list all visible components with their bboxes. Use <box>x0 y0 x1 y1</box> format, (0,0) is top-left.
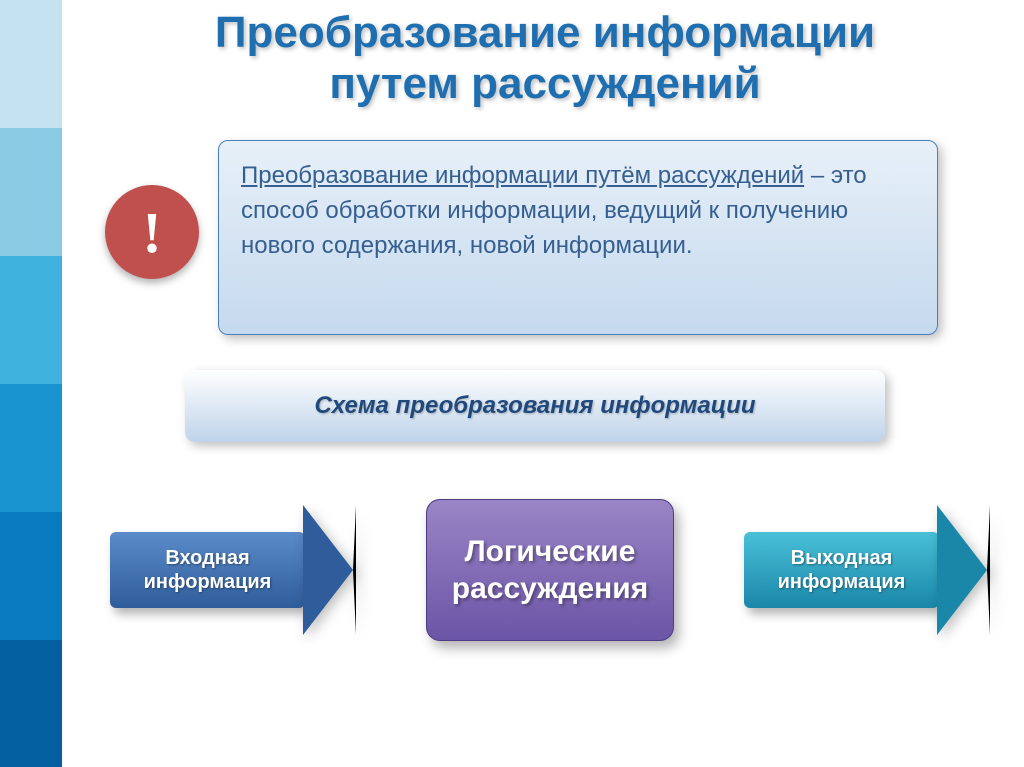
exclamation-icon: ! <box>142 199 161 266</box>
title-line2: путем рассуждений <box>329 59 760 108</box>
input-arrow-body: Входная информация <box>110 532 305 608</box>
side-stripe <box>0 0 62 767</box>
definition-box: Преобразование информации путём рассужде… <box>218 140 938 335</box>
alert-badge: ! <box>105 185 199 279</box>
page-title: Преобразование информации путем рассужде… <box>95 8 995 109</box>
stripe-segment <box>0 0 62 128</box>
definition-term: Преобразование информации путём рассужде… <box>241 162 804 189</box>
output-arrow-body: Выходная информация <box>744 532 939 608</box>
output-arrow-label: Выходная информация <box>778 546 906 594</box>
stripe-segment <box>0 640 62 767</box>
output-arrow: Выходная информация <box>744 505 990 635</box>
input-arrow: Входная информация <box>110 505 356 635</box>
scheme-caption: Схема преобразования информации <box>185 370 885 442</box>
output-arrow-head <box>937 505 990 635</box>
flow-row: Входная информация Логические рассуждени… <box>110 485 990 655</box>
title-line1: Преобразование информации <box>215 8 875 57</box>
stripe-segment <box>0 128 62 256</box>
stripe-segment <box>0 384 62 512</box>
input-arrow-label: Входная информация <box>144 546 272 594</box>
input-arrow-head <box>303 505 356 635</box>
scheme-caption-text: Схема преобразования информации <box>314 392 755 420</box>
center-block: Логические рассуждения <box>426 499 674 641</box>
stripe-segment <box>0 256 62 384</box>
stripe-segment <box>0 512 62 640</box>
center-block-label: Логические рассуждения <box>452 533 649 608</box>
